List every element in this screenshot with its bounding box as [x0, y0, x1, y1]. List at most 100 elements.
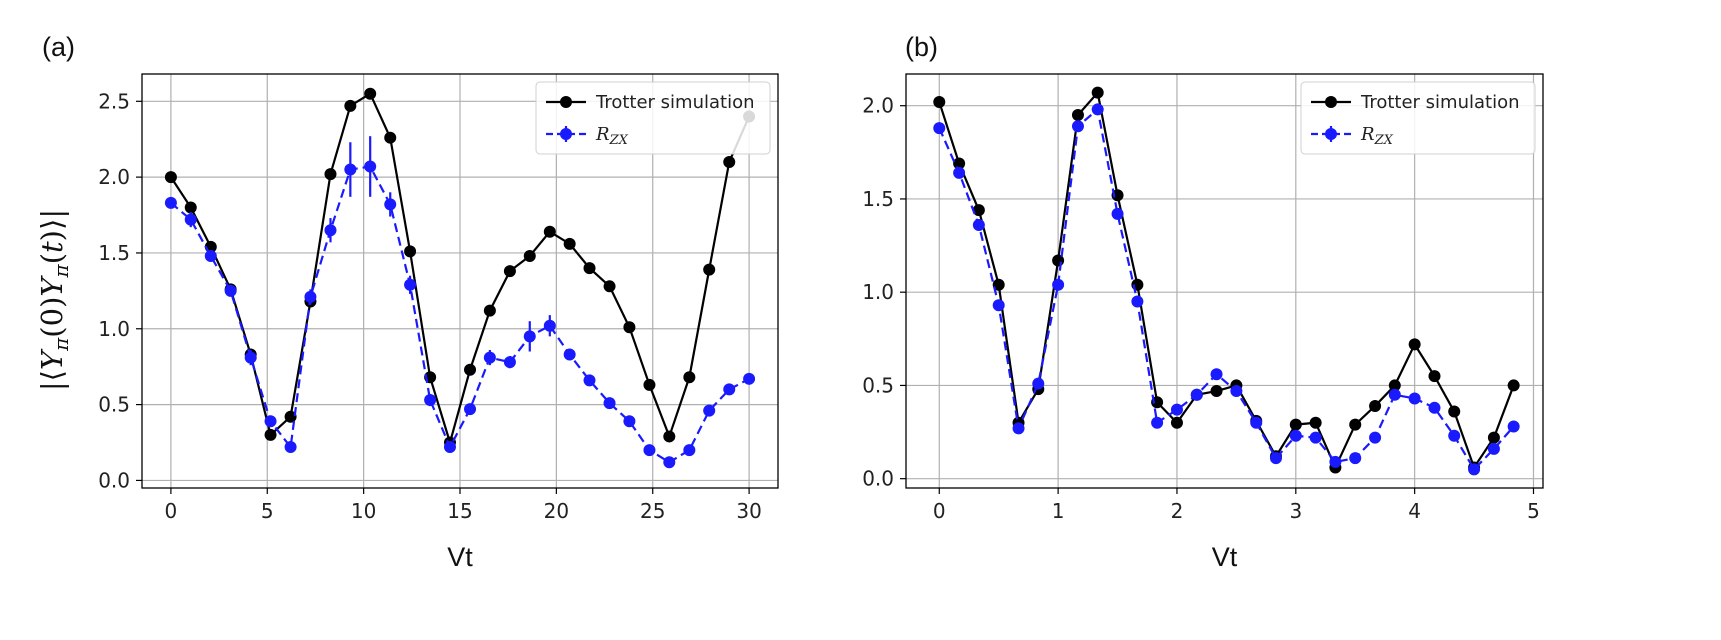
series-trotter-point-12 — [404, 245, 417, 258]
series-trotter-point-1 — [184, 201, 197, 214]
series-rzx-point-5 — [1032, 377, 1045, 390]
legend-trotter-label: Trotter simulation — [1360, 92, 1520, 113]
series-trotter-point-28 — [1487, 431, 1500, 444]
x-tick-label-1: 5 — [261, 499, 274, 523]
series-trotter-point-15 — [464, 363, 477, 376]
y-tick-label-0: 0.0 — [862, 467, 894, 491]
x-tick-label-0: 0 — [933, 499, 946, 523]
series-rzx-point-10 — [1131, 295, 1144, 308]
legend-rzx-marker — [1325, 128, 1337, 140]
series-rzx-point-13 — [1190, 388, 1203, 401]
series-rzx-point-21 — [583, 374, 596, 387]
y-tick-label-4: 2.0 — [98, 165, 130, 189]
series-trotter-point-8 — [324, 168, 337, 181]
series-rzx-point-14 — [1210, 368, 1223, 381]
series-rzx-point-8 — [324, 224, 337, 237]
series-trotter-point-9 — [344, 99, 357, 112]
series-trotter-point-8 — [1091, 86, 1104, 99]
series-trotter-point-14 — [1210, 385, 1223, 398]
series-trotter-point-17 — [503, 265, 516, 278]
y-tick-label-2: 1.0 — [862, 280, 894, 304]
x-tick-label-2: 2 — [1171, 499, 1184, 523]
series-rzx-point-29 — [743, 372, 756, 385]
series-rzx-point-19 — [543, 319, 556, 332]
x-tick-label-4: 4 — [1408, 499, 1421, 523]
series-rzx-point-13 — [424, 394, 437, 407]
series-trotter-point-0 — [164, 171, 177, 184]
legend-trotter-marker — [560, 96, 572, 108]
series-rzx-point-27 — [703, 404, 716, 417]
series-trotter-point-20 — [563, 237, 576, 250]
series-rzx-point-5 — [264, 415, 277, 428]
y-tick-label-4: 2.0 — [862, 94, 894, 118]
series-trotter-point-12 — [1170, 416, 1183, 429]
series-trotter-line — [938, 90, 1515, 471]
legend-rzx-label: RZX — [1360, 124, 1394, 148]
series-rzx-point-16 — [483, 351, 496, 364]
series-trotter-point-26 — [1448, 405, 1461, 418]
x-tick-label-3: 15 — [447, 499, 472, 523]
series-trotter-point-16 — [483, 304, 496, 317]
x-tick-label-6: 30 — [736, 499, 761, 523]
x-tick-label-3: 3 — [1289, 499, 1302, 523]
legend-box — [1300, 81, 1536, 155]
y-tick-label-0: 0.0 — [98, 468, 130, 492]
series-rzx-point-14 — [443, 441, 456, 454]
series-trotter-point-24 — [1408, 338, 1421, 351]
chart-panel-b: 0 1 2 3 4 5 0.0 0.5 1.0 1.5 2.0 Vt Trotter simulatio… — [862, 73, 1544, 572]
series-rzx-line — [170, 165, 750, 464]
series-rzx-point-22 — [1369, 431, 1382, 444]
series-rzx-point-23 — [1388, 388, 1401, 401]
series-trotter-point-19 — [543, 225, 556, 238]
series-rzx-point-18 — [1289, 429, 1302, 442]
x-axis-label: Vt — [1212, 542, 1238, 572]
series-trotter-point-29 — [1507, 379, 1520, 392]
series-rzx-point-2 — [972, 219, 985, 232]
x-tick-label-1: 1 — [1052, 499, 1065, 523]
series-rzx-point-15 — [1230, 385, 1243, 398]
series-trotter-point-22 — [1369, 399, 1382, 412]
series-rzx-point-7 — [1071, 120, 1084, 133]
series-trotter-point-11 — [384, 131, 397, 144]
series-rzx-point-16 — [1250, 416, 1263, 429]
series-rzx-point-23 — [623, 415, 636, 428]
series-trotter-point-26 — [683, 371, 696, 384]
series-rzx-point-17 — [1269, 452, 1282, 465]
x-axis-label: Vt — [447, 542, 473, 572]
series-trotter-point-5 — [264, 428, 277, 441]
series-trotter-point-18 — [1289, 418, 1302, 431]
series-trotter-point-7 — [1071, 109, 1084, 122]
series-rzx-point-17 — [503, 356, 516, 369]
series-rzx-point-25 — [663, 456, 676, 469]
y-tick-label-3: 1.5 — [862, 187, 894, 211]
series-rzx-point-18 — [523, 330, 536, 343]
x-tick-label-2: 10 — [351, 499, 376, 523]
x-tick-label-5: 5 — [1527, 499, 1540, 523]
series-rzx-point-1 — [953, 166, 966, 179]
x-tick-label-0: 0 — [165, 499, 178, 523]
series-rzx-point-0 — [164, 196, 177, 209]
series-trotter-point-21 — [1349, 418, 1362, 431]
series-trotter-point-25 — [663, 430, 676, 443]
series-rzx-point-10 — [364, 160, 377, 173]
series-rzx-point-21 — [1349, 452, 1362, 465]
series-rzx-point-11 — [1151, 416, 1164, 429]
plot-frame — [141, 73, 779, 489]
series-rzx-line — [938, 107, 1515, 472]
series-rzx-point-1 — [184, 213, 197, 226]
series-rzx-point-27 — [1468, 463, 1481, 476]
panel-label-b: (b) — [905, 32, 938, 62]
series-rzx-point-9 — [1111, 207, 1124, 220]
legend-trotter-label: Trotter simulation — [595, 92, 755, 113]
plot-frame — [905, 73, 1544, 489]
series-rzx-point-0 — [933, 122, 946, 135]
series-rzx-point-12 — [1170, 403, 1183, 416]
y-axis-label-a: |⟨Yπ(0)Yπ(t)⟩| — [35, 209, 73, 391]
y-tick-label-5: 2.5 — [98, 89, 130, 113]
series-trotter-point-6 — [284, 410, 297, 423]
series-rzx-point-15 — [464, 403, 477, 416]
series-rzx-point-28 — [1487, 442, 1500, 455]
series-trotter-point-18 — [523, 249, 536, 262]
series-rzx-point-4 — [244, 351, 257, 364]
series-rzx-point-7 — [304, 290, 317, 303]
